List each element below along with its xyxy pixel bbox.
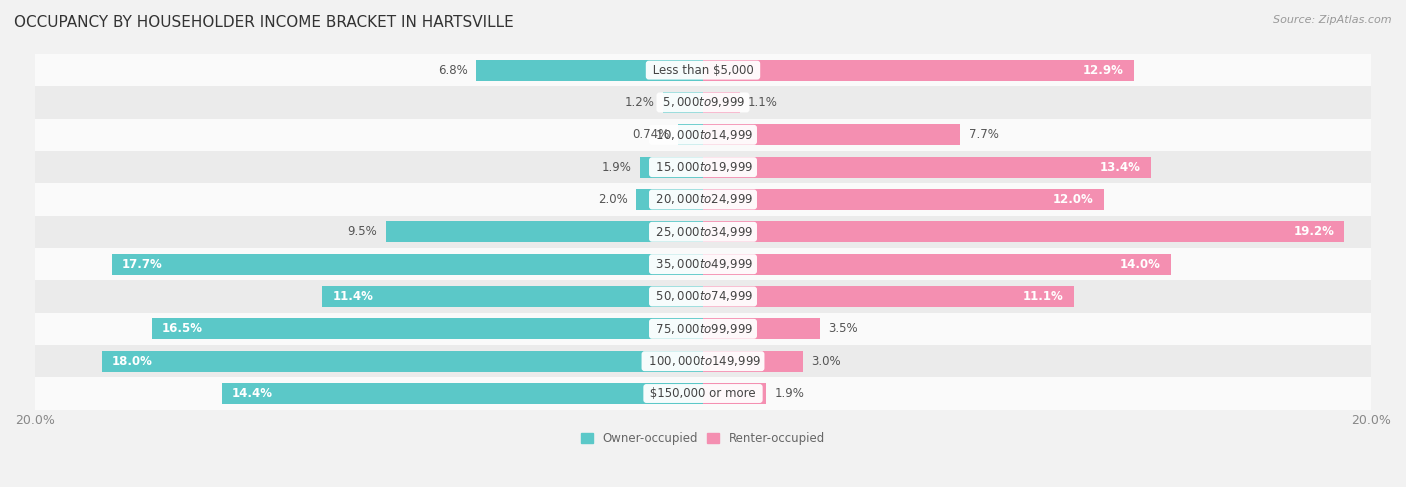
Bar (35, 151, 1371, 183)
Bar (703, 59, 1133, 81)
Text: $75,000 to $99,999: $75,000 to $99,999 (652, 322, 754, 336)
Legend: Owner-occupied, Renter-occupied: Owner-occupied, Renter-occupied (576, 428, 830, 450)
Bar (35, 281, 1371, 313)
Bar (152, 318, 703, 339)
Text: 0.74%: 0.74% (633, 128, 669, 141)
Text: 1.9%: 1.9% (775, 387, 804, 400)
Text: Source: ZipAtlas.com: Source: ZipAtlas.com (1274, 15, 1392, 25)
Text: OCCUPANCY BY HOUSEHOLDER INCOME BRACKET IN HARTSVILLE: OCCUPANCY BY HOUSEHOLDER INCOME BRACKET … (14, 15, 513, 30)
Bar (101, 351, 703, 372)
Bar (35, 377, 1371, 410)
Bar (703, 286, 1074, 307)
Text: 7.7%: 7.7% (969, 128, 998, 141)
Text: $150,000 or more: $150,000 or more (647, 387, 759, 400)
Text: 6.8%: 6.8% (437, 64, 468, 76)
Text: 11.4%: 11.4% (332, 290, 373, 303)
Text: 18.0%: 18.0% (111, 355, 153, 368)
Text: 12.9%: 12.9% (1083, 64, 1123, 76)
Text: $25,000 to $34,999: $25,000 to $34,999 (652, 225, 754, 239)
Bar (703, 318, 820, 339)
Bar (703, 189, 1104, 210)
Bar (35, 248, 1371, 281)
Text: $20,000 to $24,999: $20,000 to $24,999 (652, 192, 754, 206)
Bar (678, 124, 703, 145)
Text: 1.1%: 1.1% (748, 96, 778, 109)
Text: 14.4%: 14.4% (232, 387, 273, 400)
Bar (35, 183, 1371, 216)
Bar (703, 383, 766, 404)
Text: $50,000 to $74,999: $50,000 to $74,999 (652, 289, 754, 303)
Text: Less than $5,000: Less than $5,000 (648, 64, 758, 76)
Text: 17.7%: 17.7% (122, 258, 163, 271)
Text: 13.4%: 13.4% (1099, 161, 1140, 174)
Bar (703, 351, 803, 372)
Bar (35, 54, 1371, 86)
Text: 3.5%: 3.5% (828, 322, 858, 336)
Text: 11.1%: 11.1% (1024, 290, 1064, 303)
Text: 16.5%: 16.5% (162, 322, 202, 336)
Bar (222, 383, 703, 404)
Bar (475, 59, 703, 81)
Text: 12.0%: 12.0% (1053, 193, 1094, 206)
Text: $100,000 to $149,999: $100,000 to $149,999 (644, 354, 762, 368)
Text: 1.2%: 1.2% (624, 96, 655, 109)
Text: $15,000 to $19,999: $15,000 to $19,999 (652, 160, 754, 174)
Text: 1.9%: 1.9% (602, 161, 631, 174)
Bar (35, 86, 1371, 119)
Text: $10,000 to $14,999: $10,000 to $14,999 (652, 128, 754, 142)
Bar (703, 254, 1171, 275)
Bar (703, 124, 960, 145)
Bar (385, 221, 703, 243)
Text: $5,000 to $9,999: $5,000 to $9,999 (659, 95, 747, 110)
Text: 3.0%: 3.0% (811, 355, 841, 368)
Bar (703, 221, 1344, 243)
Bar (35, 313, 1371, 345)
Text: 2.0%: 2.0% (598, 193, 628, 206)
Bar (35, 345, 1371, 377)
Bar (35, 216, 1371, 248)
Bar (111, 254, 703, 275)
Text: 9.5%: 9.5% (347, 225, 377, 238)
Bar (703, 157, 1150, 178)
Bar (662, 92, 703, 113)
Text: 19.2%: 19.2% (1294, 225, 1334, 238)
Bar (703, 92, 740, 113)
Bar (636, 189, 703, 210)
Bar (35, 119, 1371, 151)
Text: $35,000 to $49,999: $35,000 to $49,999 (652, 257, 754, 271)
Bar (640, 157, 703, 178)
Bar (322, 286, 703, 307)
Text: 14.0%: 14.0% (1119, 258, 1160, 271)
